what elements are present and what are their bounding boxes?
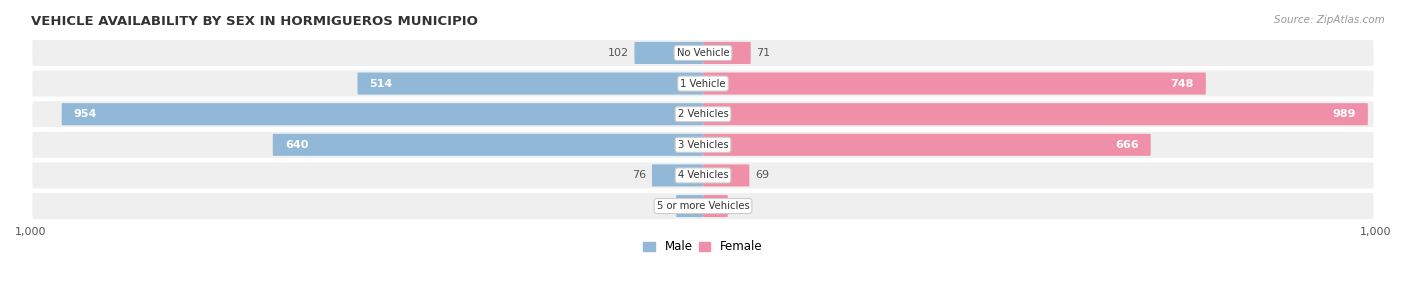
FancyBboxPatch shape xyxy=(31,99,1375,129)
FancyBboxPatch shape xyxy=(703,103,1368,125)
Text: No Vehicle: No Vehicle xyxy=(676,48,730,58)
FancyBboxPatch shape xyxy=(273,134,703,156)
Text: 5 or more Vehicles: 5 or more Vehicles xyxy=(657,201,749,211)
Text: 69: 69 xyxy=(755,170,769,181)
FancyBboxPatch shape xyxy=(31,191,1375,221)
Text: 1 Vehicle: 1 Vehicle xyxy=(681,79,725,88)
Text: 76: 76 xyxy=(633,170,647,181)
FancyBboxPatch shape xyxy=(703,42,751,64)
Text: 2 Vehicles: 2 Vehicles xyxy=(678,109,728,119)
FancyBboxPatch shape xyxy=(31,161,1375,190)
Text: Source: ZipAtlas.com: Source: ZipAtlas.com xyxy=(1274,15,1385,25)
Text: 71: 71 xyxy=(756,48,770,58)
FancyBboxPatch shape xyxy=(652,164,703,186)
Legend: Male, Female: Male, Female xyxy=(638,236,768,258)
FancyBboxPatch shape xyxy=(31,69,1375,98)
FancyBboxPatch shape xyxy=(703,73,1206,95)
Text: 640: 640 xyxy=(285,140,308,150)
FancyBboxPatch shape xyxy=(31,38,1375,68)
Text: 3 Vehicles: 3 Vehicles xyxy=(678,140,728,150)
Text: 748: 748 xyxy=(1170,79,1194,88)
Text: VEHICLE AVAILABILITY BY SEX IN HORMIGUEROS MUNICIPIO: VEHICLE AVAILABILITY BY SEX IN HORMIGUER… xyxy=(31,15,478,28)
Text: 989: 989 xyxy=(1333,109,1355,119)
FancyBboxPatch shape xyxy=(676,195,703,217)
FancyBboxPatch shape xyxy=(703,164,749,186)
Text: 954: 954 xyxy=(73,109,97,119)
Text: 514: 514 xyxy=(370,79,392,88)
Text: 102: 102 xyxy=(607,48,628,58)
FancyBboxPatch shape xyxy=(62,103,703,125)
Text: 40: 40 xyxy=(657,201,671,211)
Text: 4 Vehicles: 4 Vehicles xyxy=(678,170,728,181)
FancyBboxPatch shape xyxy=(31,130,1375,160)
Text: 666: 666 xyxy=(1115,140,1139,150)
FancyBboxPatch shape xyxy=(357,73,703,95)
FancyBboxPatch shape xyxy=(703,134,1150,156)
FancyBboxPatch shape xyxy=(634,42,703,64)
Text: 37: 37 xyxy=(734,201,748,211)
FancyBboxPatch shape xyxy=(703,195,728,217)
